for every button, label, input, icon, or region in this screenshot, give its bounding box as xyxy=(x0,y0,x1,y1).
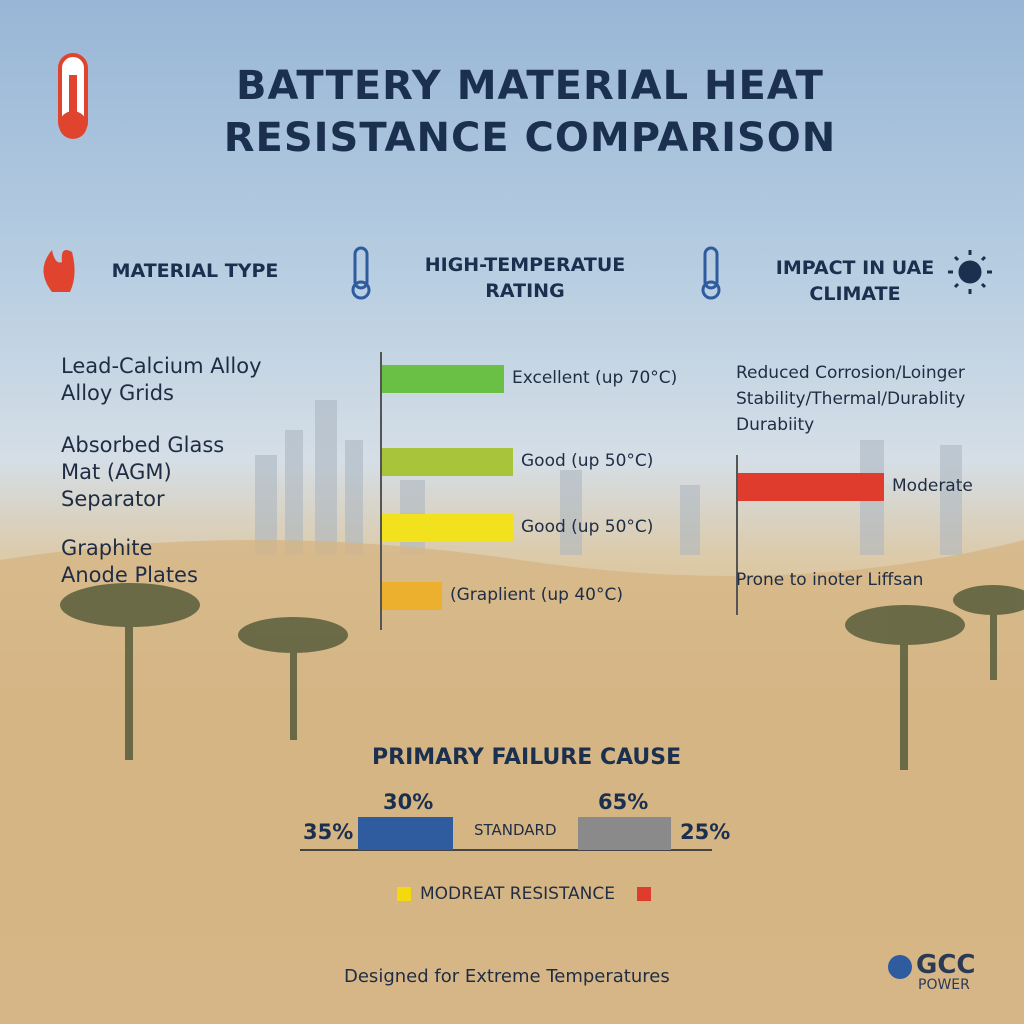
material: Absorbed Glass Mat (AGM) Separator xyxy=(61,432,224,513)
title: BATTERY MATERIAL HEAT RESISTANCE COMPARI… xyxy=(223,63,837,161)
logo-icon xyxy=(888,955,912,979)
failure-label: 25% xyxy=(680,820,731,844)
impact-bar xyxy=(738,473,884,501)
failure-title: PRIMARY FAILURE CAUSE xyxy=(372,745,682,770)
failure-label: 35% xyxy=(303,820,354,844)
impact-note: Prone to inoter Liffsan xyxy=(736,570,924,590)
material-line: Alloy Grids xyxy=(61,381,174,405)
failure-bar xyxy=(358,817,453,850)
legend-swatch xyxy=(637,887,651,901)
material: Graphite Anode Plates xyxy=(61,535,198,589)
sun-icon xyxy=(948,250,992,294)
rating-bar xyxy=(382,448,513,476)
rating-bar xyxy=(382,365,504,393)
material: Lead-Calcium Alloy Alloy Grids xyxy=(61,353,262,407)
failure-label: STANDARD xyxy=(474,821,557,839)
legend-label: MODREAT RESISTANCE xyxy=(420,884,615,904)
failure-label: 30% xyxy=(383,790,434,814)
material-line: Lead-Calcium Alloy xyxy=(61,354,262,378)
material-line: Mat (AGM) xyxy=(61,460,172,484)
rating-bar xyxy=(382,582,442,610)
legend-swatch xyxy=(397,887,411,901)
rating-label: Excellent (up 70°C) xyxy=(512,368,678,388)
flame-icon xyxy=(43,249,75,292)
impact-axis xyxy=(736,455,738,615)
failure-bar xyxy=(578,817,671,850)
logo-sub: POWER xyxy=(918,977,970,993)
rating-axis xyxy=(380,352,382,630)
material-line: Absorbed Glass xyxy=(61,433,225,457)
rating-label: (Graplient (up 40°C) xyxy=(450,585,623,605)
footer-text: Designed for Extreme Temperatures xyxy=(344,966,670,987)
failure-label: 65% xyxy=(598,790,649,814)
logo: GCC xyxy=(916,950,976,980)
material-line: Separator xyxy=(61,487,165,511)
column-header: MATERIAL TYPE xyxy=(111,260,279,282)
impact-bar-label: Moderate xyxy=(892,476,973,496)
material-line: Anode Plates xyxy=(61,563,198,587)
rating-label: Good (up 50°C) xyxy=(521,517,654,537)
rating-bar xyxy=(382,514,513,542)
thermometer-small-icons xyxy=(351,246,721,300)
thermometer-icon xyxy=(58,53,88,139)
column-header: HIGH-TEMPERATUE RATING xyxy=(424,254,626,302)
rating-label: Good (up 50°C) xyxy=(521,451,654,471)
column-header: IMPACT IN UAE CLIMATE xyxy=(775,257,935,305)
material-line: Graphite xyxy=(61,536,153,560)
impact-text: Reduced Corrosion/Loinger Stability/Ther… xyxy=(736,363,966,435)
